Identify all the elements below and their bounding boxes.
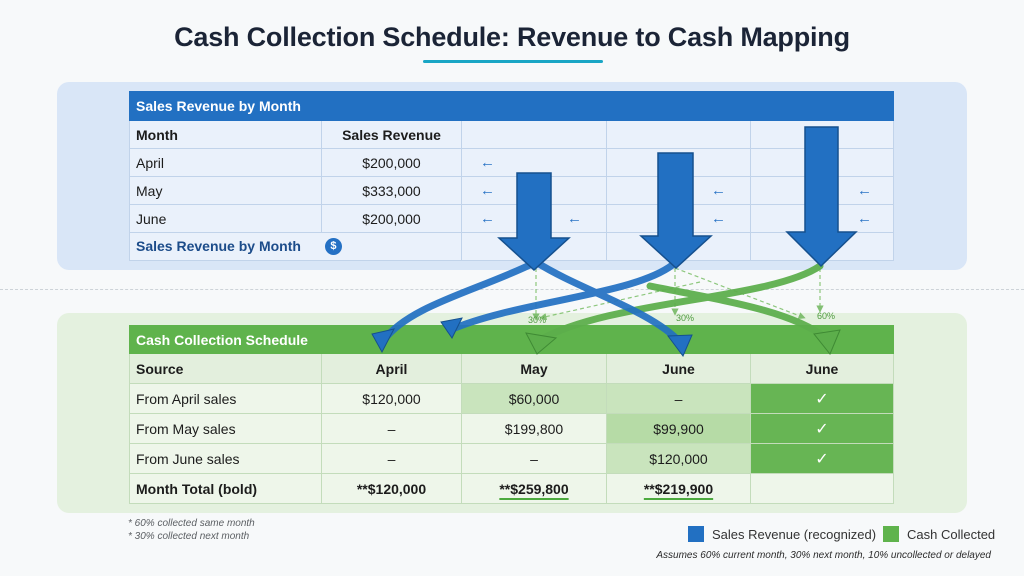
- table-row-total: Month Total (bold) **$120,000 **$259,800…: [129, 473, 895, 504]
- revenue-table: Sales Revenue by Month Month Sales Reven…: [128, 91, 895, 261]
- arrow-left-icon: ←: [480, 154, 495, 171]
- cell-april: $120,000: [321, 383, 462, 414]
- revenue-table-footer: Sales Revenue by Month: [136, 237, 301, 254]
- row-source: From May sales: [129, 413, 322, 444]
- cell-june: $99,900: [606, 413, 751, 444]
- cell-june: $120,000: [606, 443, 751, 474]
- arrow-left-icon: ←: [567, 210, 582, 227]
- title-underline: [423, 60, 603, 63]
- cell-june: –: [606, 383, 751, 414]
- total-label: Month Total (bold): [129, 473, 322, 504]
- col-month: Month: [129, 120, 322, 149]
- col-sales-revenue: Sales Revenue: [321, 120, 462, 149]
- table-row: May $333,000 ← ← ←: [129, 176, 895, 205]
- table-row: From April sales $120,000 $60,000 – ✓: [129, 383, 895, 414]
- assumption-footnote: Assumes 60% current month, 30% next mont…: [656, 550, 991, 561]
- cell-april: –: [321, 443, 462, 474]
- cell-april: –: [321, 413, 462, 444]
- row-source: From June sales: [129, 443, 322, 474]
- section-divider: [0, 289, 1024, 290]
- col-april: April: [321, 353, 462, 384]
- cell-may: $60,000: [461, 383, 607, 414]
- col-june: June: [606, 353, 751, 384]
- arrow-left-icon: ←: [857, 182, 872, 199]
- total-may: **$259,800: [499, 480, 569, 497]
- cell-may: –: [461, 443, 607, 474]
- arrow-left-icon: ←: [480, 210, 495, 227]
- arrow-left-icon: ←: [480, 182, 495, 199]
- cell-may: $199,800: [461, 413, 607, 444]
- arrow-left-icon: ←: [711, 210, 726, 227]
- col-source: Source: [129, 353, 322, 384]
- check-icon: ✓: [815, 450, 829, 468]
- page-title: Cash Collection Schedule: Revenue to Cas…: [174, 22, 850, 52]
- legend-cash-label: Cash Collected: [907, 526, 996, 542]
- row-month: May: [129, 176, 322, 205]
- legend-revenue-swatch: [688, 526, 704, 542]
- row-month: April: [129, 148, 322, 177]
- table-row: April $200,000 ←: [129, 148, 895, 177]
- arrow-left-icon: ←: [857, 210, 872, 227]
- table-row: From June sales – – $120,000 ✓: [129, 443, 895, 474]
- note-60-same-month: * 60% collected same month: [128, 518, 255, 529]
- row-month: June: [129, 204, 322, 233]
- total-april: **$120,000: [321, 473, 462, 504]
- revenue-table-header: Sales Revenue by Month: [128, 91, 895, 121]
- row-revenue: $200,000: [321, 148, 462, 177]
- col-may: May: [461, 353, 607, 384]
- legend-cash: Cash Collected: [883, 526, 995, 542]
- row-revenue: $333,000: [321, 176, 462, 205]
- check-icon: ✓: [815, 390, 829, 408]
- legend-revenue-label: Sales Revenue (recognized): [712, 526, 877, 542]
- arrow-left-icon: ←: [711, 182, 726, 199]
- cash-collection-table: Cash Collection Schedule Source April Ma…: [128, 325, 895, 504]
- table-row: From May sales – $199,800 $99,900 ✓: [129, 413, 895, 444]
- check-icon: ✓: [815, 420, 829, 438]
- note-30-next-month: * 30% collected next month: [128, 531, 250, 542]
- legend-cash-swatch: [883, 526, 899, 542]
- dollar-circle-icon: $: [324, 238, 342, 256]
- row-revenue: $200,000: [321, 204, 462, 233]
- row-source: From April sales: [129, 383, 322, 414]
- col-june-2: June: [749, 353, 895, 384]
- cash-table-header: Cash Collection Schedule: [128, 325, 895, 354]
- legend-revenue: Sales Revenue (recognized): [688, 526, 876, 542]
- table-row: June $200,000 ← ← ← ←: [129, 204, 895, 233]
- total-june: **$219,900: [643, 480, 714, 497]
